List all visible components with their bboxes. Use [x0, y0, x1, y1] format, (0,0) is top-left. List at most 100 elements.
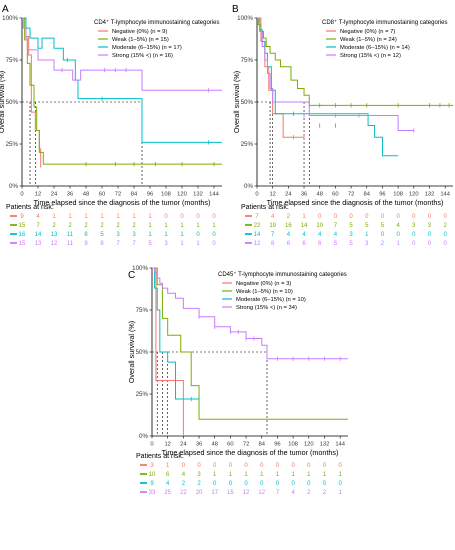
risk-count-moderate: 4: [166, 481, 170, 487]
risk-count-strong: 33: [149, 490, 156, 496]
risk-count-weak: 2: [116, 223, 120, 229]
legend: CD45⁺ T-lymphocyte immunostaining catego…: [218, 271, 347, 311]
risk-count-strong: 8: [271, 241, 275, 247]
risk-count-strong: 12: [243, 490, 250, 496]
curve-negative: [257, 17, 305, 138]
legend-entry-weak: Weak (1–5%) (n = 10): [236, 289, 293, 295]
risk-count-negative: 1: [166, 463, 170, 469]
risk-count-negative: 0: [180, 214, 184, 220]
risk-count-weak: 2: [68, 223, 72, 229]
legend-entry-negative: Negative (0%) (n = 9): [112, 29, 167, 35]
x-tick-label: 12: [35, 192, 41, 198]
x-tick-label: 108: [288, 442, 298, 448]
y-axis-label: Overall survival (%): [0, 71, 6, 133]
risk-count-strong: 0: [212, 241, 216, 247]
risk-count-strong: 12: [258, 490, 265, 496]
risk-count-moderate: 2: [197, 481, 201, 487]
risk-count-moderate: 0: [307, 481, 311, 487]
curve-weak: [257, 17, 453, 106]
risk-count-negative: 1: [148, 214, 152, 220]
y-tick-label: 100%: [2, 15, 18, 22]
risk-count-strong: 6: [287, 241, 291, 247]
risk-count-strong: 12: [51, 241, 58, 247]
risk-count-negative: 1: [100, 214, 104, 220]
risk-count-moderate: 1: [180, 232, 184, 238]
risk-count-negative: 0: [396, 214, 400, 220]
y-tick-label: 50%: [241, 99, 254, 106]
risk-count-strong: 6: [318, 241, 322, 247]
x-axis-label: Time elapsed since the diagnosis of the …: [267, 198, 444, 207]
risk-count-strong: 0: [428, 241, 432, 247]
risk-count-strong: 17: [211, 490, 218, 496]
risk-count-negative: 0: [349, 214, 353, 220]
risk-count-moderate: 3: [116, 232, 120, 238]
x-tick-label: 96: [379, 192, 385, 198]
risk-count-weak: 1: [260, 472, 264, 478]
x-tick-label: 108: [161, 192, 171, 198]
risk-count-weak: 1: [164, 223, 168, 229]
panel-label: B: [232, 4, 239, 15]
risk-count-negative: 3: [150, 463, 154, 469]
risk-count-strong: 5: [148, 241, 152, 247]
risk-count-negative: 0: [443, 214, 447, 220]
risk-count-moderate: 11: [67, 232, 74, 238]
risk-count-weak: 1: [276, 472, 280, 478]
risk-count-weak: 1: [180, 223, 184, 229]
risk-count-negative: 0: [381, 214, 385, 220]
curve-weak: [22, 17, 222, 165]
risk-count-negative: 0: [213, 463, 217, 469]
legend-entry-strong: Strong (15% <) (n = 16): [112, 53, 173, 59]
risk-count-weak: 1: [323, 472, 327, 478]
y-tick-label: 0%: [244, 183, 253, 190]
risk-count-moderate: 13: [51, 232, 58, 238]
x-tick-label: 72: [348, 192, 354, 198]
risk-count-weak: 5: [349, 223, 353, 229]
risk-table-title: Patients at risk:: [136, 453, 184, 460]
risk-table: Patients at risk:9 4 1 1 1 1 1 1 1 0 0 0 015 7 2 2 2 2 2 2 1…: [6, 204, 216, 247]
risk-count-negative: 0: [428, 214, 432, 220]
legend-entry-strong: Strong (15% <) (n = 12): [340, 53, 401, 59]
y-tick-label: 75%: [136, 307, 149, 314]
x-tick-label: 24: [51, 192, 58, 198]
risk-count-moderate: 14: [35, 232, 42, 238]
risk-count-negative: 9: [20, 214, 24, 220]
risk-table-title: Patients at risk:: [241, 204, 289, 211]
risk-count-negative: 4: [271, 214, 275, 220]
risk-count-negative: 0: [260, 463, 264, 469]
risk-count-negative: 0: [307, 463, 311, 469]
risk-count-negative: 1: [132, 214, 136, 220]
risk-count-strong: 11: [67, 241, 74, 247]
risk-count-strong: 2: [323, 490, 327, 496]
risk-count-moderate: 3: [349, 232, 353, 238]
risk-count-weak: 6: [166, 472, 170, 478]
y-tick-label: 100%: [132, 265, 148, 272]
risk-count-strong: 9: [84, 241, 88, 247]
x-tick-label: 36: [67, 192, 73, 198]
legend-title: CD45⁺ T-lymphocyte immunostaining catego…: [218, 271, 347, 278]
risk-count-weak: 4: [396, 223, 400, 229]
x-tick-label: 36: [196, 442, 202, 448]
risk-count-weak: 2: [52, 223, 56, 229]
risk-count-weak: 3: [412, 223, 416, 229]
risk-table-title: Patients at risk:: [6, 204, 54, 211]
risk-count-weak: 1: [229, 472, 233, 478]
risk-count-moderate: 0: [396, 232, 400, 238]
risk-count-moderate: 0: [260, 481, 264, 487]
x-tick-label: 60: [332, 192, 338, 198]
y-tick-label: 25%: [136, 391, 149, 398]
risk-count-negative: 1: [52, 214, 56, 220]
legend: CD8⁺ T-lymphocyte immunostaining categor…: [322, 19, 447, 59]
y-tick-label: 75%: [241, 57, 254, 64]
risk-count-moderate: 3: [132, 232, 136, 238]
risk-count-negative: 7: [255, 214, 259, 220]
x-tick-label: 12: [164, 442, 170, 448]
x-tick-label: 0: [20, 192, 23, 198]
risk-count-strong: 13: [35, 241, 42, 247]
risk-count-moderate: 0: [428, 232, 432, 238]
x-tick-label: 132: [193, 192, 203, 198]
panel-label: A: [2, 4, 9, 15]
risk-count-negative: 0: [318, 214, 322, 220]
risk-count-strong: 0: [443, 241, 447, 247]
risk-count-strong: 5: [349, 241, 353, 247]
